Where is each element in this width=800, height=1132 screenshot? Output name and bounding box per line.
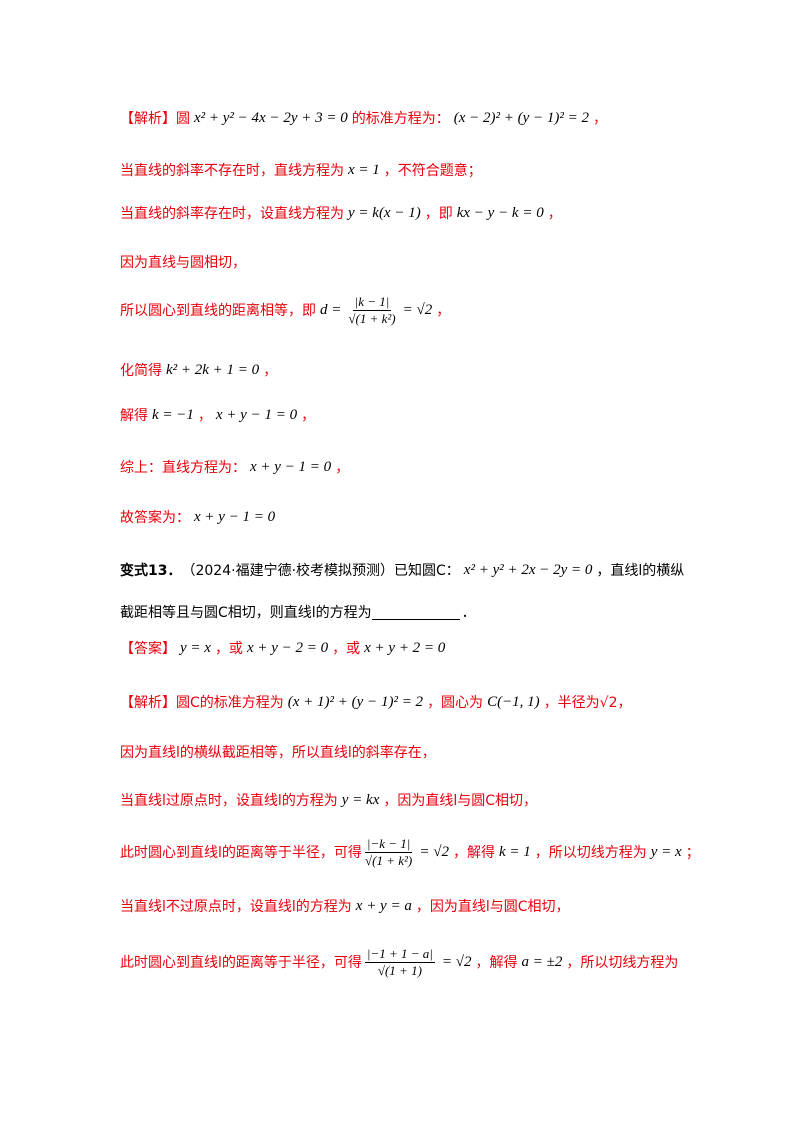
math: x = 1	[348, 161, 380, 178]
math: y = x	[650, 843, 682, 860]
math: k² + 2k + 1 = 0	[166, 361, 260, 378]
text: 此时圆心到直线l的距离等于半径，可得	[120, 955, 362, 971]
math: k = −1	[152, 406, 194, 423]
math: x + y + 2 = 0	[364, 639, 446, 656]
text: ，	[436, 303, 451, 319]
text-line: 综上：直线方程为： x + y − 1 = 0，	[120, 447, 349, 487]
math: (x − 2)² + (y − 1)² = 2	[453, 109, 590, 126]
fraction: |−k − 1| √(1 + k²)	[364, 835, 413, 869]
text-line: 因为直线与圆相切，	[120, 242, 246, 282]
fraction: |−1 + 1 − a| √(1 + 1)	[364, 945, 435, 979]
text: 【解析】圆C的标准方程为	[120, 695, 284, 711]
text: ，不符合题意；	[383, 163, 482, 179]
text: ．	[461, 605, 476, 621]
text-line: 当直线l过原点时，设直线l的方程为 y = kx ，因为直线l与圆C相切，	[120, 780, 537, 820]
text: 化简得	[120, 363, 162, 379]
text: ，或	[214, 641, 243, 657]
text: ，	[547, 206, 562, 222]
text: 故答案为：	[120, 510, 190, 526]
math: k = 1	[498, 843, 531, 860]
math: = √2	[419, 843, 449, 860]
text-line: 【解析】圆 x² + y² − 4x − 2y + 3 = 0 的标准方程为： (x …	[120, 98, 607, 138]
math: kx − y − k = 0	[456, 204, 544, 221]
math: a = ±2	[521, 953, 563, 970]
math: d =	[320, 301, 342, 318]
denominator: √(1 + k²)	[348, 310, 396, 326]
math: x + y = a	[355, 897, 412, 914]
text: ；	[685, 845, 700, 861]
text: 综上：直线方程为：	[120, 460, 246, 476]
text: 当直线l过原点时，设直线l的方程为	[120, 793, 338, 809]
denominator: √(1 + 1)	[377, 962, 422, 978]
text: ，半径为√2，	[543, 695, 632, 711]
text: ，所以切线方程为	[534, 845, 647, 861]
text: 的标准方程为：	[351, 111, 450, 127]
math: x + y − 1 = 0	[250, 458, 332, 475]
text: ，直线l的横纵	[596, 563, 685, 579]
math: x + y − 1 = 0	[215, 406, 298, 423]
text: 当直线l不过原点时，设直线l的方程为	[120, 899, 352, 915]
numerator: |k − 1|	[352, 293, 392, 311]
text: ，所以切线方程为	[566, 955, 679, 971]
math: = √2	[441, 953, 472, 970]
math: x + y − 1 = 0	[194, 508, 276, 525]
text: 所以圆心到直线的距离相等，即	[120, 303, 316, 319]
text: ，因为直线l与圆C相切，	[415, 899, 570, 915]
text: ，	[593, 111, 608, 127]
text: 当直线的斜率存在时，设直线方程为	[120, 206, 344, 222]
math: y = x	[180, 639, 211, 656]
math: C(−1, 1)	[487, 693, 540, 710]
math: x² + y² + 2x − 2y = 0	[463, 561, 593, 578]
text-line: 所以圆心到直线的距离相等，即 d = |k − 1| √(1 + k²) = √2，	[120, 290, 450, 330]
text: 解得	[120, 408, 148, 424]
text-line: 此时圆心到直线l的距离等于半径，可得 |−1 + 1 − a| √(1 + 1) = …	[120, 942, 678, 982]
denominator: √(1 + k²)	[365, 852, 413, 868]
text: ，解得	[452, 845, 495, 861]
math: (x + 1)² + (y − 1)² = 2	[287, 693, 424, 710]
text: ，	[263, 363, 278, 379]
text: 此时圆心到直线l的距离等于半径，可得	[120, 845, 362, 861]
text-line: 解得 k = −1， x + y − 1 = 0，	[120, 395, 315, 435]
text: 变式13．	[120, 563, 182, 579]
numerator: |−1 + 1 − a|	[364, 945, 435, 963]
text: ，解得	[475, 955, 518, 971]
text-line: 截距相等且与圆C相切，则直线l的方程为 ．	[120, 592, 476, 632]
math: x + y − 2 = 0	[246, 639, 329, 656]
math: y = kx	[341, 791, 380, 808]
text-line: 当直线的斜率不存在时，直线方程为 x = 1 ，不符合题意；	[120, 150, 482, 190]
text: ，	[197, 408, 212, 424]
text: ，即	[424, 206, 453, 222]
text: 【答案】	[120, 641, 176, 657]
text-line: 【解析】圆C的标准方程为 (x + 1)² + (y − 1)² = 2 ，圆心为 C…	[120, 682, 632, 722]
text: 当直线的斜率不存在时，直线方程为	[120, 163, 344, 179]
math: x² + y² − 4x − 2y + 3 = 0	[194, 109, 348, 126]
text: 因为直线l的横纵截距相等，所以直线l的斜率存在，	[120, 745, 436, 761]
text-line: 当直线l不过原点时，设直线l的方程为 x + y = a ，因为直线l与圆C相切，	[120, 886, 570, 926]
numerator: |−k − 1|	[364, 835, 413, 853]
text: ，因为直线l与圆C相切，	[383, 793, 538, 809]
text-line: 当直线的斜率存在时，设直线方程为 y = k(x − 1) ，即 kx − y − k…	[120, 193, 562, 233]
text: 因为直线与圆相切，	[120, 255, 246, 271]
answer-blank	[371, 605, 460, 620]
text-line: 此时圆心到直线l的距离等于半径，可得 |−k − 1| √(1 + k²) = √2，…	[120, 832, 700, 872]
text: ，圆心为	[427, 695, 484, 711]
text-line: 因为直线l的横纵截距相等，所以直线l的斜率存在，	[120, 732, 436, 772]
text: （2024·福建宁德·校考模拟预测）已知圆C：	[181, 563, 460, 579]
fraction: |k − 1| √(1 + k²)	[348, 294, 395, 327]
text-line: 变式13． （2024·福建宁德·校考模拟预测）已知圆C： x² + y² + 2x…	[120, 550, 684, 590]
text: 【解析】圆	[120, 111, 190, 127]
text-line: 故答案为： x + y − 1 = 0	[120, 497, 279, 537]
text: 截距相等且与圆C相切，则直线l的方程为	[120, 605, 372, 621]
math: y = k(x − 1)	[348, 204, 421, 221]
text-line: 【答案】 y = x ，或 x + y − 2 = 0 ，或 x + y + 2 = 0	[120, 628, 449, 668]
text: ，	[335, 460, 350, 476]
text: ，	[301, 408, 316, 424]
text: ，或	[332, 641, 361, 657]
math: = √2	[402, 301, 433, 318]
text-line: 化简得 k² + 2k + 1 = 0，	[120, 350, 277, 390]
